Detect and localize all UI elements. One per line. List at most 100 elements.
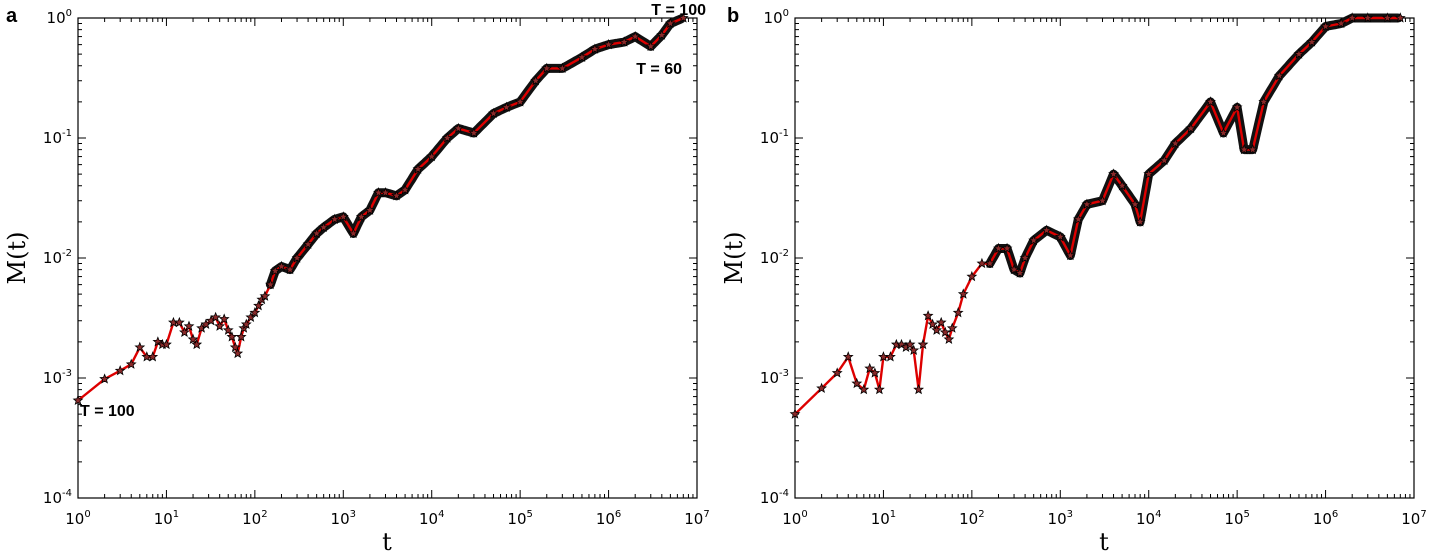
data-point-star (488, 107, 499, 119)
data-point-star (1218, 127, 1229, 138)
data-point-star (943, 333, 955, 344)
plot-frame (794, 17, 1415, 499)
tick-marks (77, 17, 698, 499)
data-point-star (218, 313, 230, 324)
y-tick-label: 10-1 (43, 128, 72, 147)
dense-marker-band (985, 13, 1403, 278)
data-point-star (355, 211, 367, 222)
data-point-star (1320, 20, 1331, 32)
data-point-star (173, 316, 185, 328)
data-point-star (329, 213, 341, 224)
data-point-star (245, 311, 257, 322)
y-tick-label: 10-2 (760, 248, 789, 267)
data-point-star (842, 351, 854, 362)
data-point-star (265, 278, 276, 290)
data-point-star (576, 51, 588, 62)
data-point-star (259, 290, 271, 301)
data-point-star (1205, 96, 1216, 107)
data-point-star (1381, 12, 1393, 23)
data-point-star (235, 331, 247, 342)
y-tick-label: 100 (47, 8, 72, 27)
x-tick-label: 107 (684, 509, 709, 528)
data-point-star (134, 341, 146, 352)
x-tick-label: 102 (959, 509, 984, 528)
data-point-star (1335, 17, 1347, 29)
data-point-star (1273, 70, 1285, 81)
data-point-star (1019, 252, 1031, 263)
x-tick-label: 100 (782, 509, 807, 528)
data-point-star (249, 307, 261, 318)
data-point-star (664, 17, 676, 29)
y-tick-label: 10-4 (43, 488, 72, 507)
data-point-star (72, 394, 84, 406)
data-point-star (347, 227, 359, 239)
data-point-star (603, 38, 614, 50)
x-tick-label: 103 (1048, 509, 1073, 528)
data-point-star (1064, 249, 1076, 261)
data-point-star (873, 383, 885, 395)
data-point-star (530, 75, 542, 86)
data-point-star (917, 338, 929, 350)
data-point-star (984, 257, 996, 269)
data-point-star (1081, 198, 1093, 209)
data-point-star (191, 338, 203, 350)
data-point-star (1129, 198, 1141, 209)
data-point-star (426, 150, 438, 162)
data-point-star (629, 30, 641, 42)
annotation-label: T = 100 (651, 2, 706, 19)
data-point-star (618, 36, 630, 47)
data-point-star (1306, 36, 1318, 47)
data-point-star (187, 333, 199, 344)
y-tick-label: 10-2 (43, 248, 72, 267)
data-point-star (364, 204, 376, 215)
data-point-star (441, 132, 453, 143)
data-point-star (1238, 143, 1250, 155)
data-point-star (399, 184, 411, 195)
data-point-star (284, 263, 296, 275)
data-point-star (1054, 231, 1066, 242)
data-point-star (380, 187, 391, 198)
x-axis-label: t (382, 528, 392, 555)
x-tick-label: 106 (596, 509, 621, 528)
data-point-star (1134, 216, 1146, 227)
data-point-star (1028, 234, 1040, 246)
x-tick-label: 100 (65, 509, 90, 528)
data-point-star (556, 62, 568, 74)
panel-label: b (727, 5, 739, 27)
data-point-star (858, 383, 870, 395)
dense-marker-band (265, 14, 686, 290)
data-point-star (125, 358, 137, 369)
data-point-star (226, 331, 238, 342)
annotation-label: T = 60 (636, 61, 682, 78)
data-point-star (922, 310, 934, 321)
data-point-star (147, 351, 159, 362)
data-point-star (908, 344, 920, 355)
data-point-star (1346, 12, 1358, 23)
data-point-star (391, 190, 402, 201)
data-point-star (816, 382, 828, 393)
y-axis-label: M(t) (3, 232, 31, 285)
data-point-star (896, 338, 907, 350)
data-point-star (878, 351, 889, 362)
data-point-star (1394, 12, 1406, 23)
y-tick-label: 10-3 (43, 368, 72, 387)
x-tick-label: 104 (1136, 509, 1161, 528)
data-point-star (541, 62, 553, 74)
x-tick-label: 101 (154, 509, 179, 528)
data-point-star (885, 351, 896, 362)
data-point-star (869, 367, 881, 378)
data-point-star (645, 40, 657, 51)
data-point-star (1185, 122, 1197, 134)
y-tick-label: 100 (764, 8, 789, 27)
data-point-star (501, 101, 512, 112)
x-tick-label: 101 (871, 509, 896, 528)
series-0 (789, 12, 1406, 419)
x-tick-label: 107 (1401, 509, 1426, 528)
data-point-star (1116, 180, 1128, 191)
data-point-star (229, 341, 241, 352)
y-axis-label: M(t) (720, 232, 748, 285)
data-point-star (939, 326, 951, 337)
data-point-star (1231, 101, 1243, 112)
data-point-star (966, 270, 978, 282)
